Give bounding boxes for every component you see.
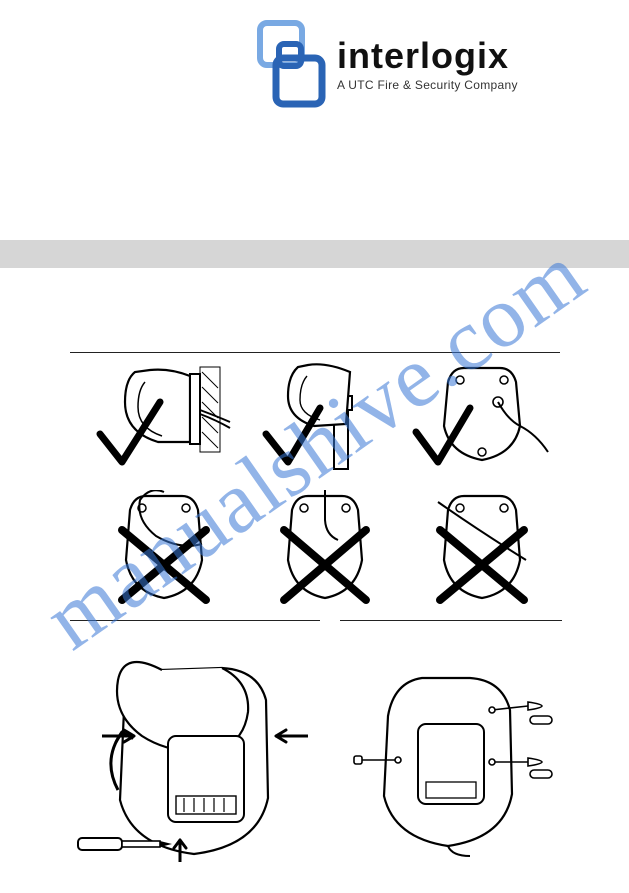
brand-text-block: interlogix A UTC Fire & Security Company: [337, 38, 518, 92]
rule-top: [70, 352, 560, 353]
figure-backplate-cable-wrong-a: [90, 490, 238, 610]
figure-mount-hardware: [352, 670, 562, 860]
figure-backplate-cable-correct: [408, 362, 556, 472]
figure-backplate-cable-wrong-b: [260, 490, 390, 610]
figure-open-cover: [72, 640, 332, 870]
page: interlogix A UTC Fire & Security Company: [0, 0, 629, 893]
brand-name: interlogix: [337, 38, 518, 74]
rule-mid-left: [70, 620, 320, 621]
section-title-bar: [0, 240, 629, 268]
rule-mid-right: [340, 620, 562, 621]
brand-tagline: A UTC Fire & Security Company: [337, 78, 518, 92]
figure-backplate-cable-wrong-c: [408, 490, 556, 610]
figure-mount-wall-correct: [90, 362, 238, 472]
brand-logo: interlogix A UTC Fire & Security Company: [255, 20, 595, 120]
figure-mount-pole-correct: [260, 362, 390, 472]
logo-icon: [255, 20, 330, 115]
